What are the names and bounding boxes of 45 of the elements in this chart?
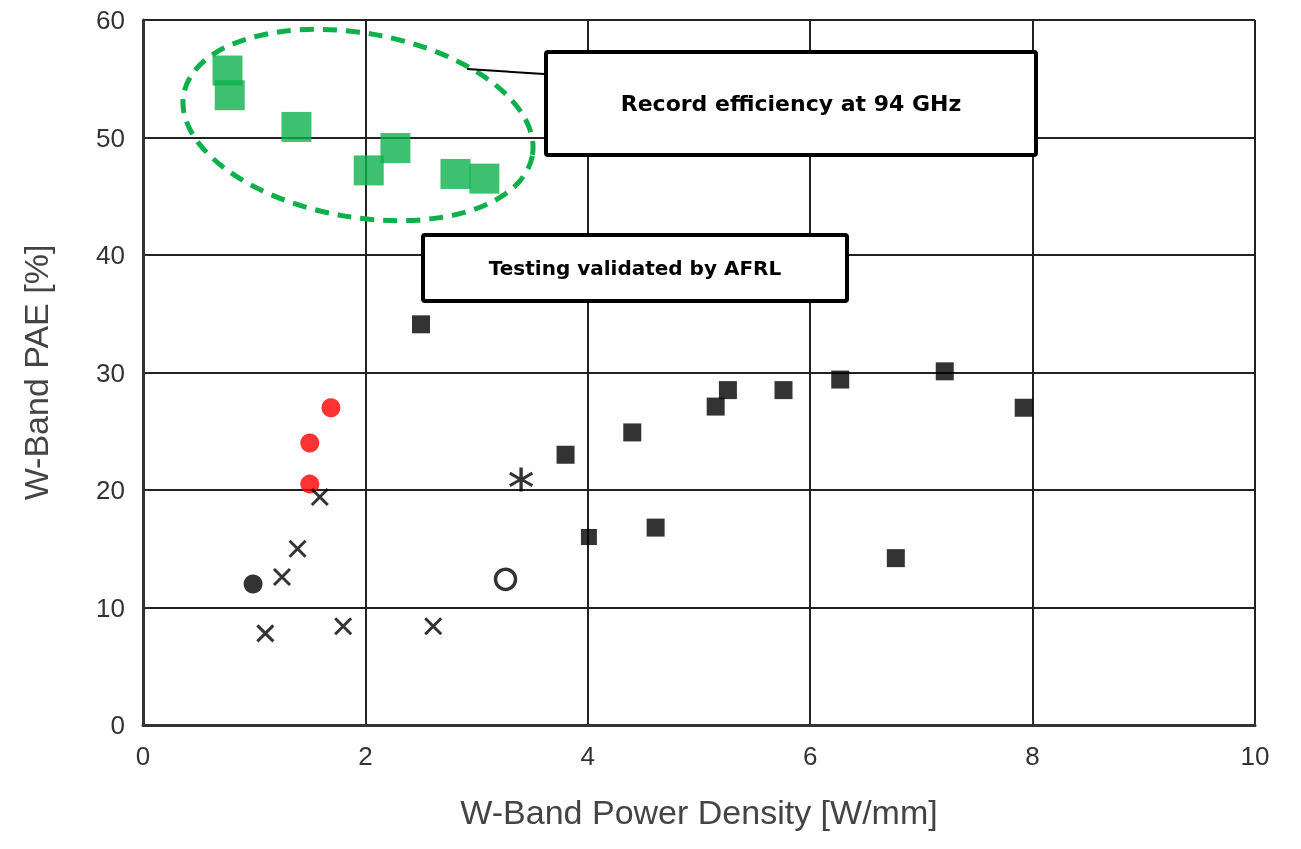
point: [580, 529, 597, 545]
y-tick-label: 0: [110, 710, 125, 740]
point: [281, 111, 312, 142]
y-axis-title: W-Band PAE [%]: [17, 244, 55, 501]
point: [493, 567, 518, 592]
point: [272, 567, 292, 587]
point: [556, 445, 575, 464]
point: [440, 158, 471, 189]
point: [310, 487, 330, 507]
point: [774, 381, 793, 400]
point: [423, 616, 443, 636]
y-tick-label: 40: [96, 240, 125, 270]
point: [935, 362, 954, 381]
point: [886, 549, 905, 568]
point: [623, 423, 642, 442]
point: [706, 397, 725, 416]
point: [353, 155, 384, 186]
point: [214, 80, 245, 111]
point: [300, 433, 320, 453]
point: [255, 623, 275, 643]
point: [646, 518, 665, 537]
y-tick-label: 20: [96, 475, 125, 505]
x-tick-label: 8: [1025, 741, 1040, 771]
y-tick-label: 50: [96, 122, 125, 153]
point: [1014, 398, 1033, 417]
point: [300, 474, 320, 494]
x-tick-label: 0: [135, 741, 151, 771]
point: [469, 163, 500, 194]
y-tick-label: 30: [96, 357, 125, 388]
point: [718, 381, 737, 400]
point: [412, 315, 430, 334]
y-tick-label: 60: [96, 5, 125, 35]
point: [509, 467, 534, 492]
y-tick-label: 10: [96, 592, 125, 623]
x-tick-label: 10: [1240, 741, 1270, 771]
x-tick-label: 6: [802, 741, 818, 771]
point: [380, 133, 411, 164]
x-tick-label: 2: [358, 741, 373, 771]
point: [288, 539, 308, 559]
x-axis-title: W-Band Power Density [W/mm]: [460, 793, 938, 831]
point: [333, 616, 353, 636]
point: [831, 370, 850, 389]
point: [243, 574, 263, 594]
point: [321, 398, 341, 418]
x-tick-label: 4: [580, 741, 596, 771]
